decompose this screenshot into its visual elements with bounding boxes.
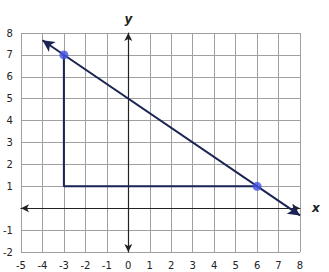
svg-text:2: 2 bbox=[7, 159, 13, 170]
svg-text:-1: -1 bbox=[102, 260, 112, 271]
svg-text:-1: -1 bbox=[3, 225, 13, 236]
svg-text:-5: -5 bbox=[16, 260, 26, 271]
svg-text:6: 6 bbox=[7, 71, 13, 82]
svg-text:1: 1 bbox=[147, 260, 153, 271]
svg-text:3: 3 bbox=[7, 137, 13, 148]
svg-text:7: 7 bbox=[275, 260, 281, 271]
svg-text:-2: -2 bbox=[3, 247, 13, 258]
svg-text:4: 4 bbox=[211, 260, 217, 271]
svg-text:8: 8 bbox=[7, 28, 13, 39]
svg-text:5: 5 bbox=[232, 260, 238, 271]
svg-text:8: 8 bbox=[297, 260, 303, 271]
svg-text:-4: -4 bbox=[37, 260, 47, 271]
svg-text:5: 5 bbox=[7, 93, 13, 104]
svg-text:x: x bbox=[311, 201, 321, 215]
svg-text:7: 7 bbox=[7, 49, 13, 60]
svg-text:1: 1 bbox=[7, 181, 13, 192]
svg-text:-3: -3 bbox=[59, 260, 69, 271]
svg-text:6: 6 bbox=[254, 260, 260, 271]
svg-text:y: y bbox=[124, 12, 133, 26]
svg-text:3: 3 bbox=[189, 260, 195, 271]
svg-text:2: 2 bbox=[168, 260, 174, 271]
svg-text:4: 4 bbox=[7, 115, 13, 126]
svg-text:0: 0 bbox=[125, 260, 131, 271]
svg-text:-2: -2 bbox=[80, 260, 90, 271]
